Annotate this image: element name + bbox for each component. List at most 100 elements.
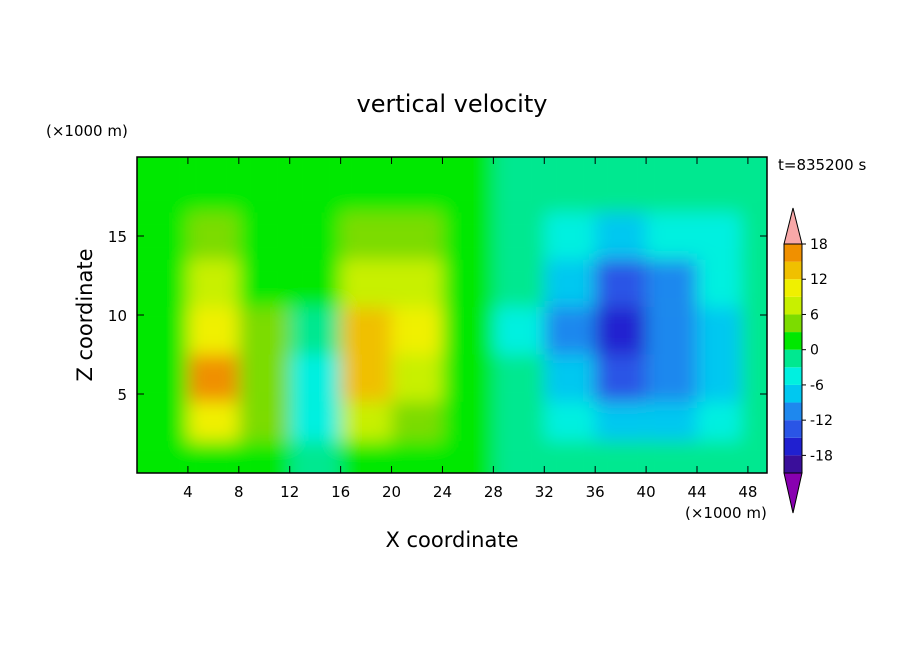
velocity-cell [137, 212, 188, 260]
x-tick-label: 28 [484, 483, 503, 501]
velocity-cell [187, 401, 239, 442]
velocity-cell [741, 401, 767, 442]
velocity-cell [442, 212, 494, 260]
velocity-cell [646, 354, 697, 402]
velocity-cell [289, 307, 341, 355]
velocity-cell [238, 157, 290, 213]
velocity-cell [595, 212, 647, 260]
x-axis-label: X coordinate [385, 528, 518, 552]
velocity-cell [137, 401, 188, 442]
velocity-cell [137, 259, 188, 308]
velocity-cell [442, 157, 494, 213]
velocity-cell [493, 401, 545, 442]
velocity-cell [544, 307, 596, 355]
velocity-cell [697, 307, 742, 355]
colorbar-band [784, 244, 802, 262]
velocity-cell [391, 157, 443, 213]
velocity-cell [442, 354, 494, 402]
colorbar-band [784, 349, 802, 368]
velocity-cell [595, 157, 647, 213]
velocity-cell [340, 212, 392, 260]
velocity-cell [544, 212, 596, 260]
time-label: t=835200 s [778, 156, 866, 174]
velocity-cell [340, 401, 392, 442]
velocity-cell [238, 401, 290, 442]
velocity-cell [595, 259, 647, 308]
colorbar-band [784, 314, 802, 333]
velocity-cell [544, 354, 596, 402]
velocity-cell [238, 354, 290, 402]
velocity-cell [741, 259, 767, 308]
velocity-cell [289, 354, 341, 402]
velocity-cell [289, 259, 341, 308]
velocity-cell [340, 441, 392, 473]
velocity-cell [544, 401, 596, 442]
y-tick-label: 15 [108, 228, 127, 246]
velocity-cell [741, 441, 767, 473]
colorbar-frame [783, 243, 803, 474]
x-tick-label: 24 [433, 483, 452, 501]
x-tick-label: 32 [535, 483, 554, 501]
x-tick-label: 20 [382, 483, 401, 501]
colorbar-band [784, 296, 802, 315]
y-axis: 5 10 15 [108, 228, 767, 404]
velocity-cell [391, 354, 443, 402]
velocity-cell [493, 441, 545, 473]
velocity-cell [697, 259, 742, 308]
velocity-cell [187, 212, 239, 260]
velocity-cell [544, 157, 596, 213]
x-axis: 4 8 12 16 20 24 28 32 36 40 44 48 [183, 157, 757, 501]
colorbar-tick-label: 6 [810, 307, 819, 323]
velocity-cell [442, 307, 494, 355]
velocity-cell [187, 354, 239, 402]
velocity-cell [187, 441, 239, 473]
velocity-cell [238, 212, 290, 260]
y-tick-label: 5 [117, 386, 127, 404]
colorbar-band [784, 332, 802, 350]
velocity-cell [391, 441, 443, 473]
colorbar-band [784, 402, 802, 421]
colorbar-overflow-triangle [783, 207, 803, 245]
velocity-cell [137, 441, 188, 473]
velocity-cell [544, 441, 596, 473]
velocity-cell [493, 307, 545, 355]
velocity-cell [493, 157, 545, 213]
velocity-cell [238, 307, 290, 355]
x-tick-label: 16 [331, 483, 350, 501]
velocity-cell [741, 157, 767, 213]
velocity-cell [697, 401, 742, 442]
colorbar-underflow-triangle [783, 472, 803, 514]
colorbar-band [784, 455, 802, 473]
velocity-cell [646, 259, 697, 308]
velocity-cell [391, 259, 443, 308]
velocity-cell [697, 441, 742, 473]
velocity-cell [289, 441, 341, 473]
velocity-cell [340, 354, 392, 402]
velocity-cell [595, 354, 647, 402]
velocity-cell [442, 401, 494, 442]
colorbar-band [784, 279, 802, 297]
x-tick-label: 44 [687, 483, 706, 501]
y-axis-label: Z coordinate [73, 248, 97, 381]
x-tick-label: 4 [183, 483, 193, 501]
velocity-cell [442, 259, 494, 308]
colorbar-band [784, 384, 802, 403]
velocity-cell [187, 157, 239, 213]
x-tick-label: 48 [738, 483, 757, 501]
velocity-cell [391, 307, 443, 355]
velocity-cell [137, 157, 188, 213]
colorbar-band [784, 367, 802, 385]
x-tick-label: 40 [637, 483, 656, 501]
velocity-cell [442, 441, 494, 473]
velocity-cell [391, 212, 443, 260]
x-unit-label: (×1000 m) [685, 504, 767, 522]
velocity-cell [187, 307, 239, 355]
x-tick-label: 12 [280, 483, 299, 501]
velocity-cell [289, 212, 341, 260]
velocity-cell [646, 441, 697, 473]
velocity-cell [493, 212, 545, 260]
velocity-cell [646, 157, 697, 213]
velocity-cell [697, 212, 742, 260]
velocity-cell [340, 307, 392, 355]
